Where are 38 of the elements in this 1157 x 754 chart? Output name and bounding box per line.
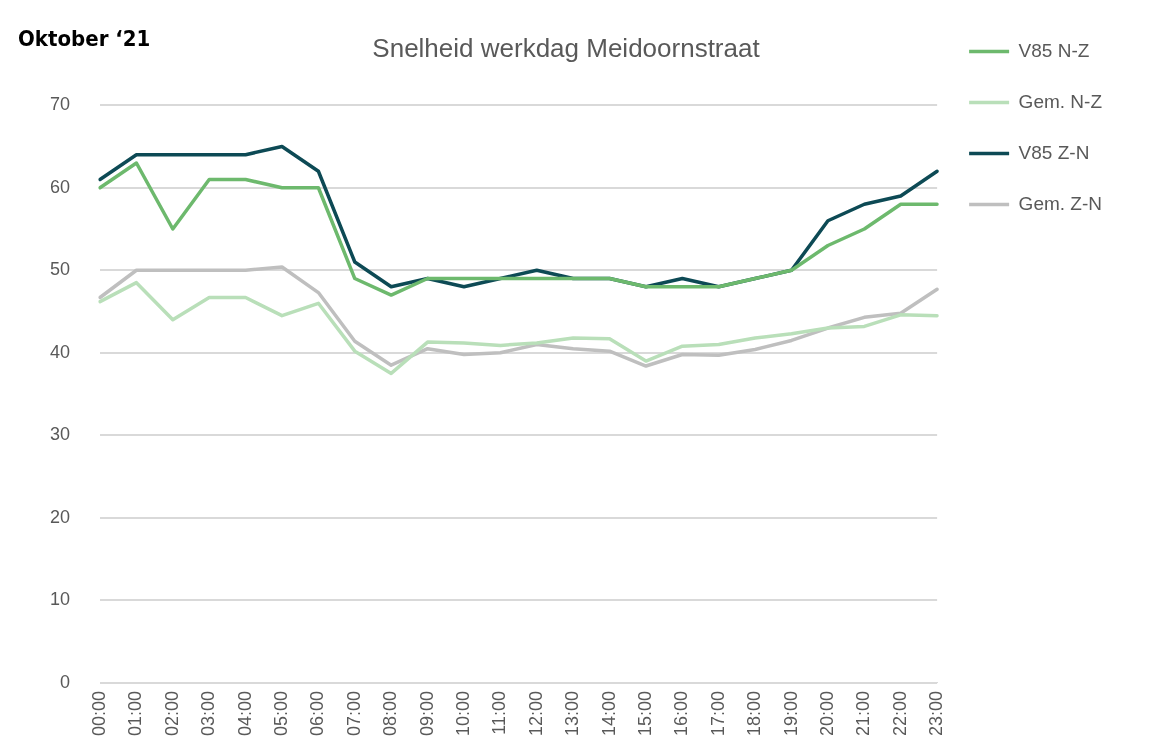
x-tick-label: 12:00	[525, 690, 546, 736]
x-tick-label: 16:00	[671, 690, 692, 736]
x-tick-label: 00:00	[88, 690, 109, 736]
legend-label: V85 Z-N	[1018, 141, 1090, 163]
legend-label: Gem. N-Z	[1018, 90, 1103, 112]
x-tick-label: 15:00	[634, 690, 655, 736]
x-tick-label: 21:00	[853, 690, 874, 736]
x-tick-label: 23:00	[926, 690, 947, 736]
chart-title: Snelheid werkdag Meidoornstraat	[372, 32, 761, 63]
x-tick-label: 20:00	[816, 690, 837, 736]
x-tick-label: 17:00	[707, 690, 728, 736]
x-tick-label: 11:00	[489, 690, 510, 735]
y-tick-label: 60	[49, 176, 71, 197]
x-tick-label: 06:00	[307, 690, 328, 736]
y-tick-label: 10	[49, 589, 71, 610]
legend-label: V85 N-Z	[1018, 39, 1090, 61]
y-tick-label: 20	[49, 506, 71, 527]
x-tick-label: 19:00	[780, 690, 801, 736]
x-tick-label: 03:00	[198, 690, 219, 736]
x-tick-label: 10:00	[452, 690, 473, 736]
y-tick-label: 50	[49, 259, 71, 280]
x-tick-label: 08:00	[380, 690, 401, 736]
x-tick-label: 07:00	[343, 690, 364, 736]
x-tick-label: 05:00	[270, 690, 291, 736]
text: Oktober ‘21	[18, 26, 151, 51]
x-tick-label: 13:00	[562, 690, 583, 736]
y-tick-label: 0	[60, 671, 71, 692]
x-tick-label: 14:00	[598, 690, 619, 736]
x-tick-label: 18:00	[744, 690, 765, 736]
x-tick-label: 01:00	[125, 690, 146, 736]
x-tick-label: 09:00	[416, 690, 437, 736]
y-tick-label: 30	[49, 424, 71, 445]
x-tick-label: 22:00	[889, 690, 910, 736]
x-tick-label: 04:00	[234, 690, 255, 736]
legend-label: Gem. Z-N	[1018, 192, 1103, 214]
x-tick-label: 02:00	[161, 690, 182, 736]
y-tick-label: 70	[49, 94, 71, 115]
y-tick-label: 40	[49, 341, 71, 362]
